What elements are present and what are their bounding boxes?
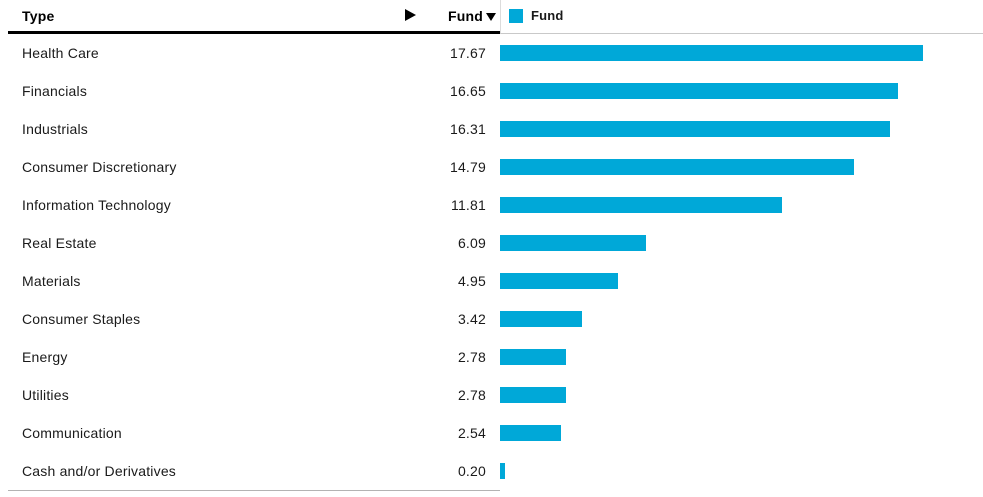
bar-row [500, 338, 983, 376]
table-row: Consumer Staples 3.42 [0, 300, 500, 338]
type-column-header[interactable]: Type [22, 7, 55, 24]
chart-legend: Fund [500, 0, 983, 34]
table-row: Utilities 2.78 [0, 376, 500, 414]
table-row: Consumer Discretionary 14.79 [0, 148, 500, 186]
sector-label: Materials [22, 273, 81, 289]
fund-value: 4.95 [457, 273, 486, 289]
fund-bar[interactable] [500, 83, 899, 99]
sector-label: Consumer Discretionary [22, 159, 177, 175]
chart-plot-area [500, 34, 983, 490]
sector-label: Real Estate [22, 235, 97, 251]
bar-row [500, 376, 983, 414]
sector-label: Financials [22, 83, 88, 99]
fund-column-header[interactable]: Fund [448, 0, 496, 31]
fund-value: 16.31 [449, 121, 486, 137]
sector-label: Cash and/or Derivatives [22, 463, 176, 479]
table-row: Financials 16.65 [0, 72, 500, 110]
fund-value: 11.81 [451, 197, 486, 213]
bar-row [500, 72, 983, 110]
table-row: Real Estate 6.09 [0, 224, 500, 262]
bar-row [500, 110, 983, 148]
sector-label: Communication [22, 425, 122, 441]
bar-row [500, 224, 983, 262]
table-body: Health Care 17.67 Financials 16.65 Industria… [0, 34, 500, 490]
table-row: Health Care 17.67 [0, 34, 500, 72]
table-row: Cash and/or Derivatives 0.20 [0, 452, 500, 490]
sector-label: Energy [22, 349, 68, 365]
bar-row [500, 148, 983, 186]
sector-table: Type Fund Health Care 17.67 Financials 16.6… [0, 0, 500, 491]
fund-value: 17.67 [449, 45, 486, 61]
bar-row [500, 34, 983, 72]
fund-value: 2.78 [457, 387, 486, 403]
sort-descending-icon [486, 12, 496, 21]
table-row: Communication 2.54 [0, 414, 500, 452]
sector-label: Utilities [22, 387, 69, 403]
table-row: Information Technology 11.81 [0, 186, 500, 224]
fund-bar[interactable] [500, 349, 567, 365]
fund-bar[interactable] [500, 197, 783, 213]
table-bottom-rule [8, 490, 500, 491]
table-row: Industrials 16.31 [0, 110, 500, 148]
bar-row [500, 300, 983, 338]
fund-bar[interactable] [500, 273, 619, 289]
fund-value: 16.65 [449, 83, 486, 99]
table-row: Materials 4.95 [0, 262, 500, 300]
fund-bar[interactable] [500, 463, 505, 479]
fund-bar[interactable] [500, 311, 582, 327]
bar-row [500, 414, 983, 452]
expand-right-icon[interactable] [405, 9, 416, 21]
bar-row [500, 262, 983, 300]
fund-bar[interactable] [500, 159, 854, 175]
bar-row [500, 186, 983, 224]
fund-value: 6.09 [457, 235, 486, 251]
fund-bar[interactable] [500, 45, 923, 61]
fund-value: 3.42 [457, 311, 486, 327]
bar-row [500, 452, 983, 490]
sector-label: Information Technology [22, 197, 171, 213]
fund-bar[interactable] [500, 387, 567, 403]
fund-value: 0.20 [457, 463, 486, 479]
fund-bar[interactable] [500, 425, 561, 441]
sector-label: Industrials [22, 121, 89, 137]
legend-fund-label: Fund [531, 8, 564, 23]
sector-label: Health Care [22, 45, 99, 61]
legend-fund-swatch-icon [509, 8, 523, 23]
fund-bar-chart: Fund [500, 0, 983, 490]
fund-value: 2.54 [457, 425, 486, 441]
fund-column-header-label: Fund [447, 7, 483, 24]
fund-value: 14.79 [449, 159, 486, 175]
table-header-row: Type Fund [8, 0, 500, 34]
table-row: Energy 2.78 [0, 338, 500, 376]
fund-bar[interactable] [500, 121, 890, 137]
fund-bar[interactable] [500, 235, 646, 251]
fund-value: 2.78 [457, 349, 486, 365]
sector-label: Consumer Staples [22, 311, 141, 327]
